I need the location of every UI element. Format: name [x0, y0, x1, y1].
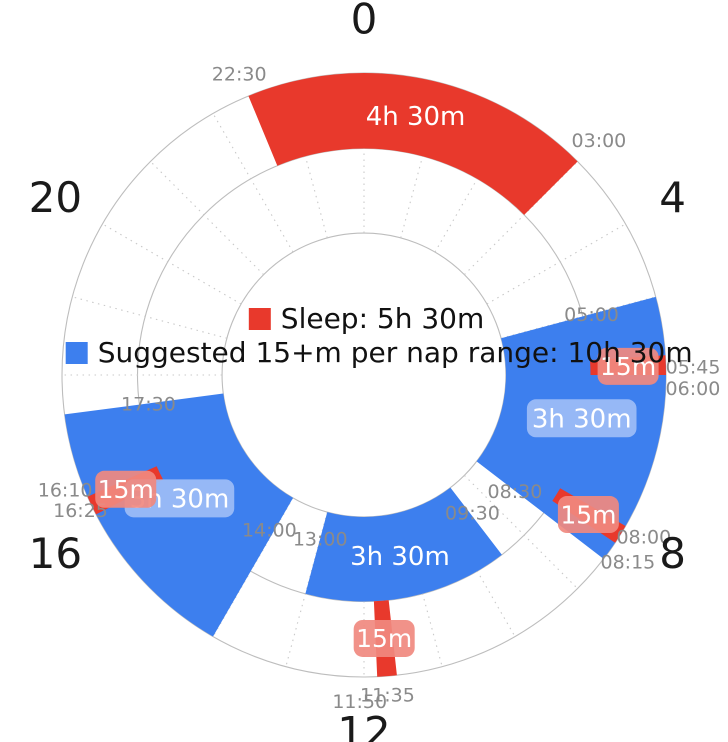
grid-spoke-h10: [434, 497, 516, 637]
time-tick-label: 06:00: [666, 378, 721, 400]
segment-value-label: 3h 30m: [532, 404, 632, 434]
grid-spoke-major-h20: [102, 223, 242, 305]
time-tick-label: 05:00: [564, 304, 619, 326]
segment-nap-range-midday[interactable]: [305, 487, 502, 602]
time-tick-label: 13:00: [293, 528, 348, 550]
segment-label-pill: [95, 470, 157, 508]
hour-axis-label-4: 4: [659, 173, 686, 222]
grid-spoke-h5: [500, 296, 656, 339]
segment-label-pill: [526, 399, 637, 438]
time-tick-label: 08:00: [616, 527, 671, 549]
legend-label-nap_range: Suggested 15+m per nap range: 10h 30m: [98, 336, 693, 369]
time-tick-label: 11:35: [360, 684, 415, 706]
grid-spoke-h19: [72, 296, 228, 339]
time-tick-label: 03:00: [572, 130, 627, 152]
grid-ring-0: [221, 232, 507, 518]
segment-sleep-main[interactable]: [248, 72, 578, 215]
time-tick-label: 09:30: [445, 503, 500, 525]
grid-spoke-h11: [400, 511, 443, 667]
major-hour-labels-layer: 0 4 8 12 16 20: [29, 0, 686, 742]
legend-label-sleep: Sleep: 5h 30m: [281, 302, 484, 335]
hour-axis-label-20: 20: [29, 173, 82, 222]
segment-label-pill: [597, 347, 659, 385]
segment-value-label: 3h 30m: [350, 542, 450, 572]
time-tick-label: 05:45: [666, 356, 721, 378]
hour-axis-label-12: 12: [337, 707, 390, 742]
time-tick-label: 17:30: [121, 393, 176, 415]
legend-swatch-nap_range: [65, 342, 88, 364]
segment-value-label: 15m: [560, 500, 616, 529]
segment-value-label: 4h 30m: [366, 102, 466, 132]
hour-axis-label-8: 8: [659, 529, 686, 578]
legend-swatch-sleep: [248, 308, 271, 330]
segment-label-pill: [353, 619, 415, 657]
time-tick-label: 11:50: [332, 691, 387, 713]
segment-value-label: 15m: [356, 624, 412, 653]
grid-spoke-h21: [150, 161, 265, 276]
grid-spoke-h22: [212, 113, 294, 253]
time-tick-label: 22:30: [212, 64, 267, 86]
grid-spoke-major-h4: [486, 223, 626, 305]
hour-axis-label-0: 0: [351, 0, 378, 44]
segment-value-label: 15m: [98, 475, 154, 504]
time-tick-label: 16:25: [53, 500, 108, 522]
grid-spoke-h9: [463, 474, 578, 589]
time-tick-label: 08:15: [601, 551, 656, 573]
segment-value-label: 15m: [600, 352, 656, 381]
time-tick-label: 08:30: [488, 481, 543, 503]
time-tick-label: 14:00: [242, 519, 297, 541]
hour-axis-label-16: 16: [29, 529, 82, 578]
time-tick-label: 16:10: [38, 480, 93, 502]
grid-spoke-h13: [285, 511, 328, 667]
segment-label-pill: [557, 496, 619, 534]
